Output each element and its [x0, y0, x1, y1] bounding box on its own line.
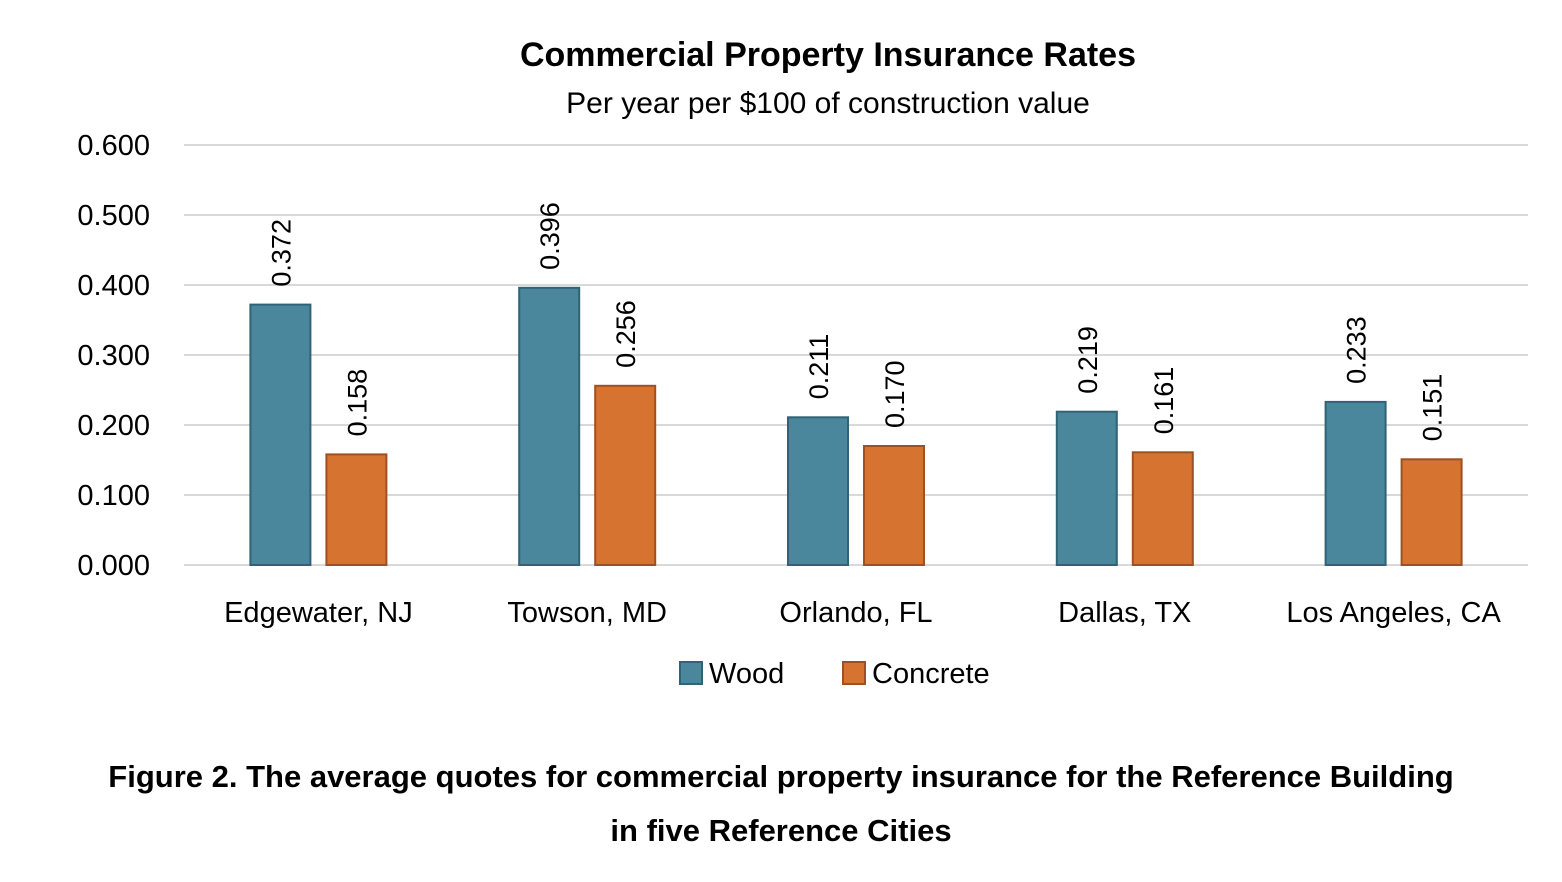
bar-concrete — [863, 445, 925, 566]
data-label: 0.151 — [1418, 374, 1448, 442]
bars — [249, 286, 1463, 567]
bar-concrete — [594, 384, 657, 566]
data-labels: 0.372 0.158 0.396 0.256 0.211 0.170 0.219 0.161… — [266, 202, 1447, 441]
x-tick-label: Towson, MD — [507, 597, 667, 629]
bar-wood — [518, 286, 581, 566]
bar-concrete — [325, 453, 388, 566]
data-label: 0.219 — [1073, 326, 1103, 394]
chart-subtitle: Per year per $100 of construction value — [566, 87, 1090, 120]
bar-concrete — [1400, 458, 1463, 566]
bar-wood — [1055, 410, 1118, 567]
legend: Wood Concrete — [679, 658, 990, 690]
data-label: 0.161 — [1149, 367, 1179, 435]
y-tick-label: 0.200 — [77, 410, 150, 442]
data-label: 0.372 — [266, 219, 296, 287]
gridlines — [184, 144, 1528, 566]
y-axis-ticks: 0.000 0.100 0.200 0.300 0.400 0.500 0.600 — [77, 130, 150, 582]
data-label: 0.233 — [1342, 316, 1372, 384]
data-label: 0.396 — [535, 202, 565, 270]
legend-label-wood: Wood — [709, 658, 784, 690]
y-tick-label: 0.600 — [77, 130, 150, 162]
insurance-rates-chart: Commercial Property Insurance Rates Per … — [77, 36, 1528, 690]
data-label: 0.256 — [611, 300, 641, 368]
legend-swatch-concrete — [842, 661, 866, 685]
figure-caption-line-2: in five Reference Cities — [610, 813, 952, 848]
data-label: 0.158 — [342, 369, 372, 437]
figure-caption-line-1: Figure 2. The average quotes for commerc… — [108, 759, 1454, 794]
y-tick-label: 0.500 — [77, 200, 150, 232]
x-axis-ticks: Edgewater, NJ Towson, MD Orlando, FL Dallas… — [224, 597, 1501, 629]
legend-label-concrete: Concrete — [872, 658, 990, 690]
y-tick-label: 0.000 — [77, 550, 150, 582]
bar-wood — [787, 416, 849, 566]
bar-concrete — [1131, 451, 1194, 566]
data-label: 0.211 — [804, 334, 834, 400]
x-tick-label: Dallas, TX — [1058, 597, 1191, 629]
legend-swatch-wood — [679, 661, 703, 685]
bar-wood — [249, 303, 312, 566]
x-tick-label: Orlando, FL — [779, 597, 932, 629]
x-tick-label: Edgewater, NJ — [224, 597, 413, 629]
y-tick-label: 0.100 — [77, 480, 150, 512]
y-tick-label: 0.400 — [77, 270, 150, 302]
bar-wood — [1324, 400, 1387, 566]
data-label: 0.170 — [880, 360, 910, 428]
x-tick-label: Los Angeles, CA — [1286, 597, 1501, 629]
y-tick-label: 0.300 — [77, 340, 150, 372]
chart-title: Commercial Property Insurance Rates — [520, 36, 1136, 74]
